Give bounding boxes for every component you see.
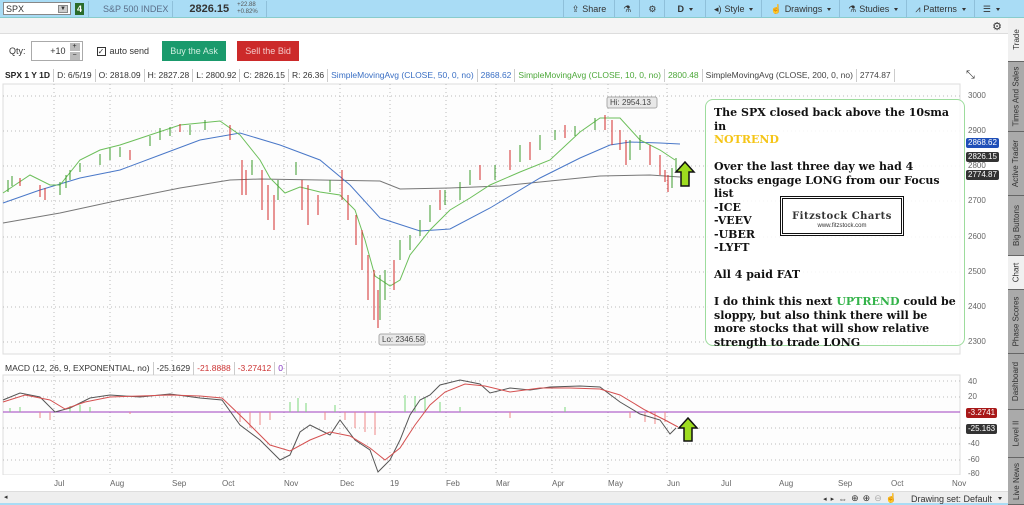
last-price-tag: 2826.15 xyxy=(966,152,999,162)
index-name: S&P 500 INDEX xyxy=(103,3,169,14)
tab-dashboard[interactable]: Dashboard xyxy=(1008,354,1024,410)
tab-phase-scores[interactable]: Phase Scores xyxy=(1008,290,1024,354)
chart-settings-row: ⚙ xyxy=(0,18,1008,34)
patterns-button[interactable]: ⩘ Patterns xyxy=(906,0,974,18)
fitzstock-logo: Fitzstock Charts www.fitzstock.com xyxy=(780,196,904,236)
top-toolbar: SPX ▼ 4 S&P 500 INDEX 2826.15 +22.88 +0.… xyxy=(0,0,1024,18)
bottom-scrollbar[interactable]: ◂ ◂ ▸ ⇔ ⊕ ⊕ ⊖ ☝ Drawing set: Default xyxy=(0,491,1008,505)
sma200-label[interactable]: SimpleMovingAvg (CLOSE, 200, 0, no) xyxy=(703,69,857,82)
flask-icon: ⚗ xyxy=(848,3,857,14)
qty-label: Qty: xyxy=(9,46,26,56)
flask-icon: ⚗ xyxy=(623,3,632,14)
zoom-out-icon[interactable]: ⊖ xyxy=(874,493,882,503)
gear-icon[interactable]: ⚙ xyxy=(992,21,1002,33)
checkbox-icon[interactable]: ✓ xyxy=(96,46,106,56)
side-tabs: Trade Times And Sales Active Trader Big … xyxy=(1008,18,1024,505)
tab-level-ii[interactable]: Level II xyxy=(1008,410,1024,458)
style-icon: ◂) xyxy=(713,3,722,14)
hand-pointer-icon[interactable]: ☝ xyxy=(885,493,897,503)
plus-icon[interactable]: + xyxy=(69,42,80,51)
flask-button[interactable]: ⚗ xyxy=(614,0,639,18)
share-button[interactable]: ⇪ Share xyxy=(562,0,615,18)
high-annotation xyxy=(606,96,658,109)
last-price: 2826.15 xyxy=(189,2,230,15)
up-arrow-icon xyxy=(674,160,696,187)
expand-chart-icon[interactable]: ⤡ xyxy=(966,69,975,81)
symbol-selector[interactable]: SPX ▼ xyxy=(3,2,71,15)
style-button[interactable]: ◂) Style xyxy=(704,0,762,18)
low-annotation xyxy=(378,333,426,346)
price-legend: SPX 1 Y 1D D: 6/5/19 O: 2818.09 H: 2827.… xyxy=(2,69,895,82)
tab-trade[interactable]: Trade xyxy=(1008,18,1024,62)
sma50-label[interactable]: SimpleMovingAvg (CLOSE, 50, 0, no) xyxy=(328,69,478,82)
sma200-price-tag: 2774.87 xyxy=(966,170,999,180)
zoom-in-icon[interactable]: ⊕ xyxy=(862,493,871,503)
menu-icon: ☰ xyxy=(982,3,991,14)
link-group-badge[interactable]: 4 xyxy=(75,2,84,15)
chart-nav-tools: ◂ ▸ ⇔ ⊕ ⊕ ⊖ ☝ Drawing set: Default xyxy=(823,492,1002,505)
tab-times-and-sales[interactable]: Times And Sales xyxy=(1008,62,1024,132)
scroll-left-icon[interactable]: ◂ xyxy=(4,494,8,501)
tab-live-news[interactable]: Live News xyxy=(1008,458,1024,505)
macd-diff-tag: -3.2741 xyxy=(966,408,998,418)
gear-icon: ⚙ xyxy=(648,3,657,14)
minus-icon[interactable]: − xyxy=(69,51,80,60)
crosshair-icon[interactable]: ⊕ xyxy=(851,493,859,503)
macd-legend: MACD (12, 26, 9, EXPONENTIAL, no) -25.16… xyxy=(2,362,287,375)
drawings-button[interactable]: ☝ Drawings xyxy=(761,0,839,18)
sma10-label[interactable]: SimpleMovingAvg (CLOSE, 10, 0, no) xyxy=(515,69,665,82)
menu-button[interactable]: ☰ xyxy=(973,0,1008,18)
patterns-icon: ⩘ xyxy=(915,3,921,14)
macd-value-tag: -25.163 xyxy=(966,424,998,434)
order-bar: Qty: +10 + − ✓ auto send Buy the Ask Sel… xyxy=(0,35,1008,67)
tab-active-trader[interactable]: Active Trader xyxy=(1008,132,1024,196)
timeframe-button[interactable]: D xyxy=(664,0,705,18)
tab-chart[interactable]: Chart xyxy=(1008,256,1024,290)
scroll-right-icon[interactable]: ▸ xyxy=(830,495,835,503)
scroll-left-icon[interactable]: ◂ xyxy=(823,495,827,503)
chevron-down-icon[interactable]: ▼ xyxy=(58,4,68,13)
drawing-set-selector[interactable]: Drawing set: Default xyxy=(910,493,992,504)
settings-button[interactable]: ⚙ xyxy=(639,0,664,18)
low-label: Lo: 2346.58 xyxy=(382,335,425,344)
high-label: Hi: 2954.13 xyxy=(610,98,651,107)
studies-button[interactable]: ⚗ Studies xyxy=(839,0,906,18)
auto-send-checkbox[interactable]: ✓ auto send xyxy=(96,46,150,56)
qty-stepper[interactable]: + − xyxy=(69,42,80,60)
price-change: +22.88 +0.82% xyxy=(237,1,258,15)
tab-big-buttons[interactable]: Big Buttons xyxy=(1008,196,1024,256)
up-arrow-icon xyxy=(677,416,699,442)
share-icon: ⇪ xyxy=(571,3,580,14)
sma50-price-tag: 2868.62 xyxy=(966,138,999,148)
hand-pointer-icon: ☝ xyxy=(770,3,782,14)
time-axis: Jul Aug Sep Oct Nov Dec 19 Feb Mar Apr M… xyxy=(54,479,967,488)
sell-the-bid-button[interactable]: Sell the Bid xyxy=(237,41,300,61)
qty-input[interactable]: +10 + − xyxy=(30,41,83,61)
buy-the-ask-button[interactable]: Buy the Ask xyxy=(162,41,227,61)
macd-label[interactable]: MACD (12, 26, 9, EXPONENTIAL, no) xyxy=(2,362,154,375)
pan-horizontal-icon[interactable]: ⇔ xyxy=(838,493,848,504)
